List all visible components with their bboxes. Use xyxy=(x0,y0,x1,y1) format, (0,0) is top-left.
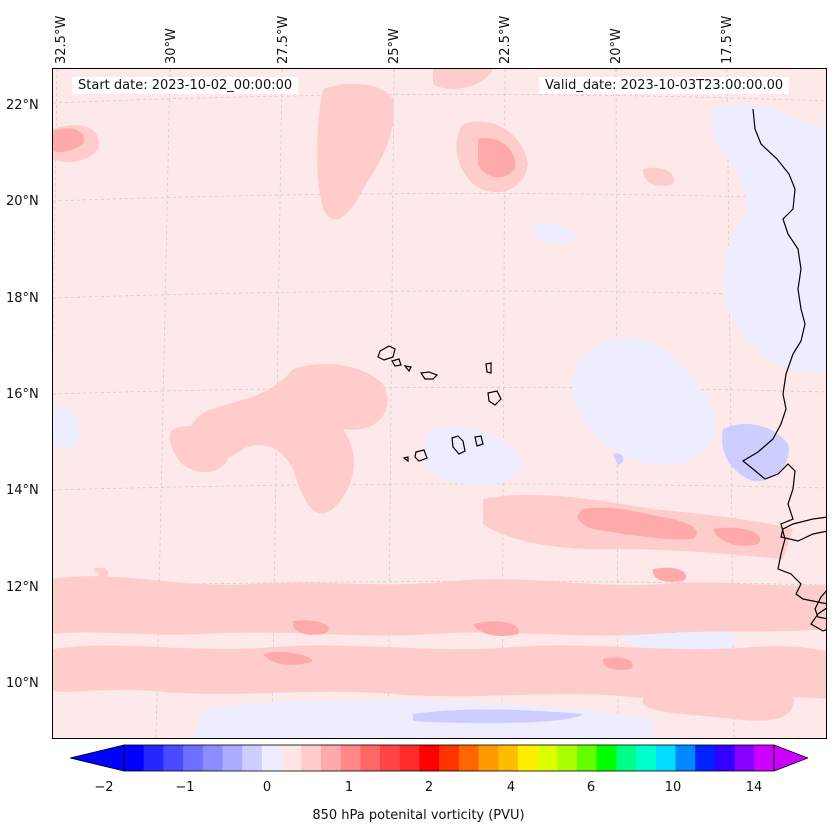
colorbar-tick: 6 xyxy=(586,780,596,795)
lat-label-14n: 14°N xyxy=(6,483,39,498)
colorbar-bin xyxy=(261,745,283,771)
colorbar-bin xyxy=(143,745,164,771)
colorbar-bin xyxy=(754,745,775,771)
colorbar xyxy=(70,744,808,772)
colorbar-over-arrow xyxy=(773,744,808,772)
colorbar-tick: 2 xyxy=(424,780,434,795)
colorbar-bin xyxy=(577,745,598,771)
lon-label-25w: 25°W xyxy=(387,28,402,64)
negative-pv-patches xyxy=(53,104,826,738)
colorbar-bin xyxy=(340,745,361,771)
colorbar-bin xyxy=(380,745,401,771)
colorbar-bin xyxy=(301,745,322,771)
colorbar-tick: 4 xyxy=(506,780,516,795)
colorbar-tick: 14 xyxy=(745,780,763,795)
lat-label-22n: 22°N xyxy=(6,98,39,113)
colorbar-bin xyxy=(596,745,617,771)
colorbar-bin xyxy=(734,745,755,771)
colorbar-bin xyxy=(163,745,184,771)
colorbar-bin xyxy=(183,745,204,771)
colorbar-bin xyxy=(695,745,716,771)
map-panel xyxy=(52,68,827,739)
colorbar-under-arrow xyxy=(70,744,125,772)
start-date-label: Start date: 2023-10-02_00:00:00 xyxy=(72,77,299,94)
colorbar-bin xyxy=(557,745,578,771)
lon-label-22.5w: 22.5°W xyxy=(498,15,513,64)
lat-label-12n: 12°N xyxy=(6,580,39,595)
colorbar-bin xyxy=(399,745,420,771)
lon-label-30w: 30°W xyxy=(164,28,179,64)
colorbar-bin xyxy=(537,745,558,771)
colorbar-bin xyxy=(616,745,637,771)
colorbar-bin xyxy=(655,745,677,771)
pv-field-map xyxy=(53,69,826,738)
colorbar-bin xyxy=(478,745,499,771)
colorbar-bin xyxy=(222,745,243,771)
colorbar-bin xyxy=(636,745,657,771)
colorbar-tick: 10 xyxy=(664,780,682,795)
lat-label-10n: 10°N xyxy=(6,676,39,691)
colorbar-bin xyxy=(458,745,480,771)
lon-label-32.5w: 32.5°W xyxy=(54,15,69,64)
colorbar-bin xyxy=(242,745,263,771)
weak-positive-pv-patches xyxy=(53,69,826,721)
cape-verde-islands xyxy=(377,345,502,463)
colorbar-bin xyxy=(360,745,381,771)
colorbar-bin xyxy=(419,745,440,771)
colorbar-tick: −1 xyxy=(175,780,195,795)
colorbar-outline xyxy=(123,744,775,772)
colorbar-bin xyxy=(281,745,302,771)
colorbar-bin xyxy=(498,745,519,771)
lat-label-20n: 20°N xyxy=(6,194,39,209)
colorbar-bin xyxy=(320,745,342,771)
colorbar-tick: 0 xyxy=(262,780,272,795)
coastlines xyxy=(741,108,826,632)
colorbar-bin xyxy=(439,745,460,771)
lat-label-16n: 16°N xyxy=(6,387,39,402)
colorbar-bin xyxy=(675,745,696,771)
colorbar-bin xyxy=(714,745,736,771)
lon-label-17.5w: 17.5°W xyxy=(720,15,735,64)
colorbar-tick: 1 xyxy=(344,780,354,795)
colorbar-bin xyxy=(124,745,145,771)
colorbar-tick: −2 xyxy=(94,780,114,795)
moderate-positive-pv-patches xyxy=(53,128,761,670)
colorbar-label: 850 hPa potenital vorticity (PVU) xyxy=(312,808,525,823)
lon-label-20w: 20°W xyxy=(609,28,624,64)
lon-label-27.5w: 27.5°W xyxy=(276,15,291,64)
lat-label-18n: 18°N xyxy=(6,291,39,306)
valid-date-label: Valid_date: 2023-10-03T23:00:00.00 xyxy=(539,77,790,94)
colorbar-bin xyxy=(202,745,223,771)
colorbar-bin xyxy=(517,745,539,771)
